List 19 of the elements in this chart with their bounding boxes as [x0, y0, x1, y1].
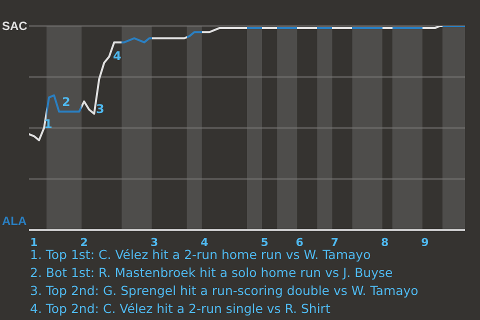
x-tick-label: 5	[260, 236, 268, 249]
annotation: 1	[44, 117, 52, 131]
annotation: 4	[113, 49, 122, 63]
annotation: 3	[96, 102, 104, 116]
text: SAC	[2, 19, 28, 33]
x-tick-label: 9	[421, 236, 429, 249]
x-tick-label: 1	[30, 236, 38, 249]
text: 4. Top 2nd: C. Vélez hit a 2-run single vs R. Shirt	[30, 300, 332, 318]
text: 2. Bot 1st: R. Mastenbroek hit a solo home run vs J. Buyse	[30, 264, 394, 282]
annotation: 2	[62, 95, 70, 109]
x-tick-label: 6	[296, 236, 304, 249]
x-tick-label: 3	[150, 236, 158, 249]
x-tick-label: 4	[200, 236, 209, 249]
text: 3. Top 2nd: G. Sprengel hit a run-scoring double vs W. Tamayo	[30, 282, 418, 300]
x-tick-label: 7	[330, 236, 339, 249]
text: 1. Top 1st: C. Vélez hit a 2-run home run vs W. Tamayo	[30, 247, 371, 262]
x-tick-label: 2	[80, 236, 88, 249]
x-tick-label: 8	[380, 236, 389, 249]
text: ALA	[2, 214, 27, 228]
